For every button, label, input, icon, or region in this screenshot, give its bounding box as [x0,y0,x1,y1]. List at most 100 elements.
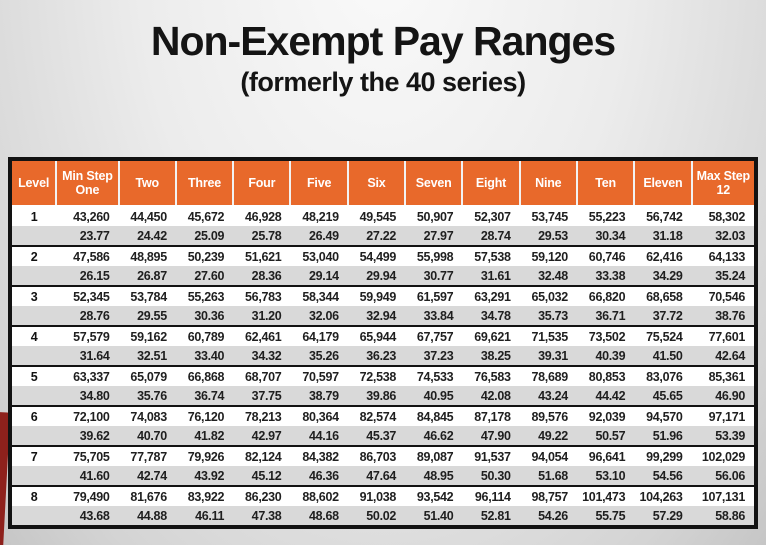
hourly-cell: 34.78 [462,306,520,326]
hourly-cell: 32.48 [519,266,577,286]
annual-cell: 83,076 [634,366,692,386]
annual-cell: 70,597 [290,366,348,386]
annual-cell: 86,703 [347,446,406,466]
hourly-cell: 40.39 [576,346,635,366]
hourly-cell: 44.42 [576,386,635,406]
hourly-cell: 33.84 [405,306,463,326]
hourly-cell: 32.03 [691,226,756,246]
annual-cell: 49,545 [347,206,406,226]
annual-cell: 88,602 [290,486,348,506]
annual-cell: 76,583 [462,366,520,386]
annual-cell: 86,230 [233,486,291,506]
hourly-cell: 36.74 [175,386,234,406]
hourly-cell: 35.76 [118,386,176,406]
hourly-cell: 35.24 [691,266,756,286]
level-cell: 8 [10,486,57,506]
level-cell-empty [10,466,57,486]
hourly-cell: 33.38 [576,266,635,286]
annual-cell: 71,535 [519,326,577,346]
hourly-row: 26.15 26.87 27.60 28.36 29.14 29.94 30.77 31.61… [10,266,756,286]
hourly-cell: 47.64 [347,466,406,486]
annual-cell: 99,299 [634,446,692,466]
annual-cell: 79,926 [175,446,234,466]
hourly-cell: 36.23 [347,346,406,366]
annual-row: 2 47,586 48,895 50,239 51,621 53,040 54,499 55,… [10,246,756,266]
annual-row: 1 43,260 44,450 45,672 46,928 48,219 49,545 50,… [10,206,756,226]
hourly-cell: 39.62 [56,426,119,446]
hourly-row: 41.60 42.74 43.92 45.12 46.36 47.64 48.95 50.30… [10,466,756,486]
hourly-cell: 30.34 [576,226,635,246]
hourly-cell: 31.20 [233,306,291,326]
annual-cell: 70,546 [691,286,756,306]
annual-row: 6 72,100 74,083 76,120 78,213 80,364 82,574 84,… [10,406,756,426]
annual-cell: 65,079 [118,366,176,386]
annual-cell: 56,742 [634,206,692,226]
hourly-row: 39.62 40.70 41.82 42.97 44.16 45.37 46.62 47.90… [10,426,756,446]
hourly-cell: 46.90 [691,386,756,406]
hourly-cell: 40.95 [405,386,463,406]
annual-cell: 60,746 [576,246,635,266]
hourly-cell: 47.90 [462,426,520,446]
hourly-cell: 52.81 [462,506,520,527]
annual-cell: 59,162 [118,326,176,346]
annual-cell: 73,502 [576,326,635,346]
level-cell: 3 [10,286,57,306]
hourly-cell: 25.09 [175,226,234,246]
hourly-cell: 46.36 [290,466,348,486]
annual-cell: 89,087 [405,446,463,466]
annual-cell: 102,029 [691,446,756,466]
annual-cell: 85,361 [691,366,756,386]
annual-row: 3 52,345 53,784 55,263 56,783 58,344 59,949 61,… [10,286,756,306]
annual-cell: 101,473 [576,486,635,506]
hourly-cell: 29.53 [519,226,577,246]
column-header-min-step-one: Min Step One [56,159,120,207]
hourly-cell: 41.60 [56,466,119,486]
hourly-cell: 24.42 [118,226,176,246]
annual-cell: 83,922 [175,486,234,506]
hourly-cell: 26.87 [118,266,176,286]
hourly-cell: 27.22 [347,226,406,246]
annual-cell: 82,574 [347,406,406,426]
annual-cell: 50,239 [175,246,234,266]
annual-cell: 62,416 [634,246,692,266]
annual-cell: 72,538 [347,366,406,386]
annual-cell: 53,040 [290,246,348,266]
hourly-cell: 54.56 [634,466,692,486]
annual-cell: 53,784 [118,286,176,306]
annual-cell: 66,820 [576,286,635,306]
hourly-cell: 51.40 [405,506,463,527]
annual-cell: 63,337 [56,366,119,386]
level-cell: 2 [10,246,57,266]
hourly-cell: 32.51 [118,346,176,366]
level-cell-empty [10,506,57,527]
annual-cell: 48,219 [290,206,348,226]
hourly-cell: 34.80 [56,386,119,406]
annual-cell: 44,450 [118,206,176,226]
annual-cell: 64,133 [691,246,756,266]
annual-cell: 56,783 [233,286,291,306]
hourly-cell: 32.94 [347,306,406,326]
annual-cell: 89,576 [519,406,577,426]
annual-cell: 84,845 [405,406,463,426]
annual-cell: 75,524 [634,326,692,346]
annual-cell: 96,114 [462,486,520,506]
annual-cell: 47,586 [56,246,119,266]
annual-cell: 65,032 [519,286,577,306]
hourly-row: 31.64 32.51 33.40 34.32 35.26 36.23 37.23 38.25… [10,346,756,366]
level-block-1: 1 43,260 44,450 45,672 46,928 48,219 49,545 50,… [10,206,756,246]
annual-cell: 97,171 [691,406,756,426]
hourly-cell: 48.95 [405,466,463,486]
page-subtitle: (formerly the 40 series) [240,67,526,97]
hourly-cell: 28.76 [56,306,119,326]
level-block-5: 5 63,337 65,079 66,868 68,707 70,597 72,538 74,… [10,366,756,406]
hourly-cell: 38.76 [691,306,756,326]
level-cell-empty [10,346,57,366]
annual-cell: 62,461 [233,326,291,346]
annual-row: 4 57,579 59,162 60,789 62,461 64,179 65,944 67,… [10,326,756,346]
annual-cell: 65,944 [347,326,406,346]
annual-row: 5 63,337 65,079 66,868 68,707 70,597 72,538 74,… [10,366,756,386]
annual-cell: 55,263 [175,286,234,306]
column-header-nine: Nine [519,159,578,207]
level-cell-empty [10,266,57,286]
column-header-level: Level [10,159,58,207]
